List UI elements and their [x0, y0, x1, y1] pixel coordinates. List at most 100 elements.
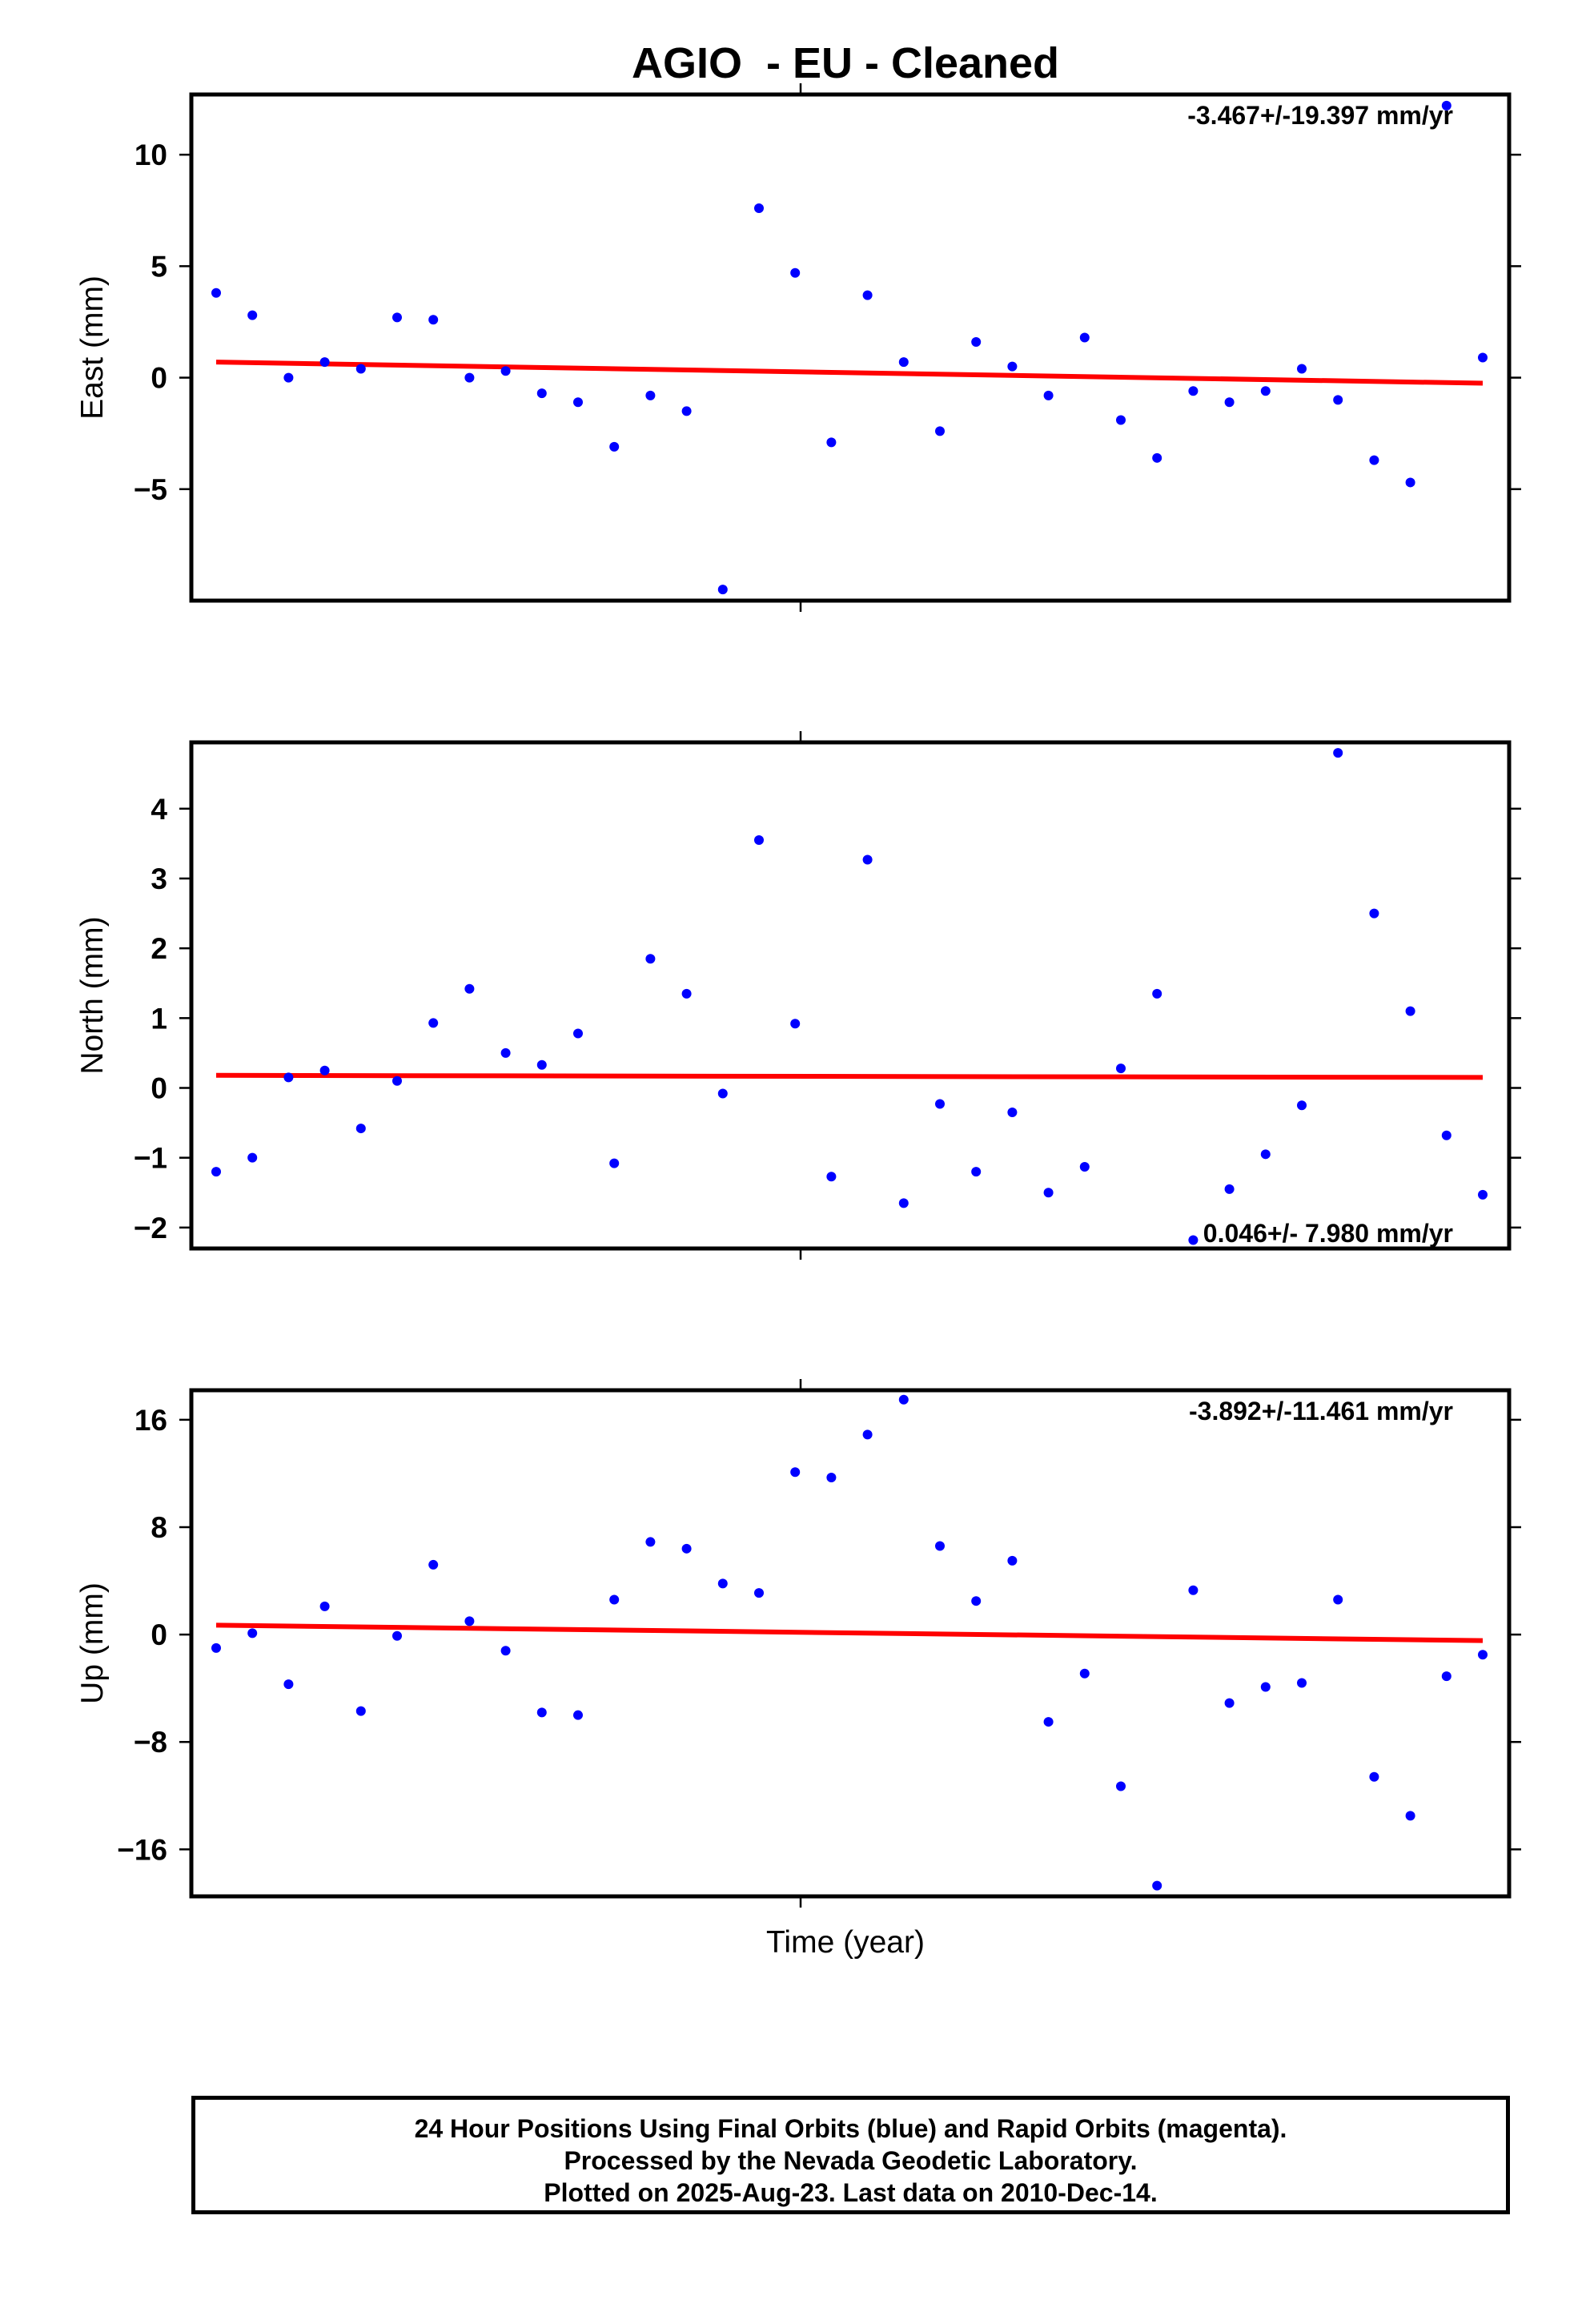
east-data-point	[1297, 364, 1307, 374]
up-ytick-label: 16	[135, 1404, 167, 1437]
up-data-point	[935, 1541, 945, 1551]
up-data-point	[645, 1537, 656, 1547]
up-data-point	[500, 1646, 511, 1656]
chart-title: AGIO - EU - Cleaned	[632, 39, 1059, 87]
east-data-point	[754, 203, 764, 213]
east-data-point	[645, 390, 656, 400]
up-data-point	[826, 1472, 837, 1482]
north-ytick-label: −2	[134, 1212, 167, 1244]
up-data-point	[211, 1642, 221, 1653]
east-data-point	[790, 267, 801, 278]
east-data-point	[826, 437, 837, 448]
north-data-point	[1297, 1100, 1307, 1111]
up-data-point	[790, 1467, 801, 1478]
up-data-point	[283, 1679, 294, 1690]
up-data-point	[1478, 1650, 1488, 1660]
north-data-point	[898, 1198, 909, 1208]
north-data-point	[355, 1124, 366, 1134]
up-data-point	[681, 1543, 692, 1554]
east-data-point	[355, 364, 366, 374]
north-data-point	[1007, 1108, 1018, 1118]
north-data-point	[283, 1072, 294, 1083]
up-data-point	[898, 1394, 909, 1405]
north-data-point	[754, 835, 764, 846]
east-data-point	[1441, 100, 1452, 111]
north-data-point	[645, 954, 656, 964]
east-data-point	[247, 310, 258, 320]
north-trend-line	[215, 1072, 1484, 1080]
north-data-point	[464, 983, 475, 994]
east-trend-line	[215, 360, 1484, 386]
east-data-point	[971, 337, 982, 348]
east-data-point	[428, 315, 439, 325]
up-data-point	[1297, 1678, 1307, 1688]
up-ytick-label: −8	[134, 1726, 167, 1759]
north-data-point	[500, 1047, 511, 1058]
east-rate-label: -3.467+/-19.397 mm/yr	[1187, 101, 1453, 130]
north-data-point	[1043, 1188, 1054, 1198]
north-ytick-label: 3	[151, 862, 167, 895]
north-data-point	[790, 1019, 801, 1029]
up-data-point	[1405, 1811, 1415, 1821]
east-data-point	[536, 388, 547, 399]
up-data-point	[536, 1707, 547, 1718]
north-data-point	[1079, 1162, 1090, 1172]
east-data-point	[1478, 352, 1488, 363]
north-data-point	[428, 1018, 439, 1028]
east-data-point	[319, 357, 330, 368]
north-plot-frame	[189, 740, 1512, 1251]
north-data-point	[573, 1028, 583, 1039]
up-data-point	[971, 1596, 982, 1606]
east-data-point	[1260, 386, 1271, 396]
north-data-point	[1369, 908, 1379, 919]
north-data-point	[826, 1172, 837, 1182]
north-ytick-label: −1	[134, 1142, 167, 1175]
north-data-point	[392, 1076, 402, 1086]
east-data-point	[1188, 386, 1199, 396]
north-data-point	[681, 988, 692, 999]
footer-line-2: Processed by the Nevada Geodetic Laborat…	[564, 2146, 1138, 2175]
up-ytick-label: 8	[151, 1511, 167, 1544]
east-data-point	[717, 585, 728, 595]
east-data-point	[500, 366, 511, 376]
north-data-point	[971, 1167, 982, 1177]
north-rate-label: 0.046+/- 7.980 mm/yr	[1203, 1219, 1453, 1248]
north-data-point	[211, 1167, 221, 1177]
north-panel: 4 3 2 1 0 −1 −2 North (mm) 0.046+/- 7.980 mm/yr	[75, 731, 1521, 1260]
north-data-point	[1224, 1184, 1235, 1194]
east-axis-label: East (mm)	[75, 275, 110, 420]
up-rate-label: -3.892+/-11.461 mm/yr	[1189, 1397, 1453, 1425]
up-data-point	[428, 1559, 439, 1570]
east-data-point	[935, 426, 945, 436]
up-data-point	[1260, 1682, 1271, 1692]
east-data-point	[609, 441, 620, 452]
east-plot-frame	[189, 92, 1512, 603]
up-ytick-label: −16	[117, 1833, 167, 1866]
up-data-point	[573, 1710, 583, 1720]
north-data-point	[609, 1158, 620, 1168]
north-data-point	[1152, 988, 1162, 999]
east-data-point	[211, 287, 221, 298]
north-data-point	[935, 1099, 945, 1109]
up-data-point	[392, 1630, 402, 1641]
up-data-point	[1333, 1594, 1343, 1605]
x-axis-label: Time (year)	[766, 1925, 925, 1960]
up-data-point	[1007, 1555, 1018, 1566]
north-data-point	[536, 1059, 547, 1070]
north-data-point	[247, 1152, 258, 1163]
east-data-point	[1152, 452, 1162, 463]
north-data-point	[1260, 1149, 1271, 1160]
up-data-point	[464, 1616, 475, 1626]
east-data-point	[392, 312, 402, 323]
up-trend-line	[215, 1622, 1484, 1643]
east-data-point	[681, 406, 692, 416]
north-data-point	[1441, 1130, 1452, 1140]
up-data-point	[319, 1601, 330, 1611]
east-data-point	[1079, 332, 1090, 343]
up-data-point	[1043, 1717, 1054, 1727]
up-data-point	[717, 1578, 728, 1589]
east-panel: 10 5 0 −5 East (mm) -3.467+/-19.397 mm/yr	[75, 83, 1521, 612]
footer-line-1: 24 Hour Positions Using Final Orbits (bl…	[414, 2114, 1287, 2143]
east-ytick-label: 10	[135, 139, 167, 171]
